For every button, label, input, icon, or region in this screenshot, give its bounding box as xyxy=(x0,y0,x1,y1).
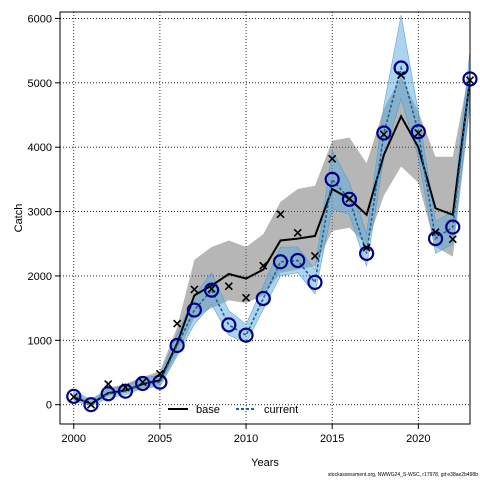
observed-point xyxy=(241,293,251,302)
observed-point-stroke xyxy=(190,285,199,294)
observed-point-stroke xyxy=(276,210,285,219)
footnote: stockassessment.org, NWWG24_S-WSC, r1797… xyxy=(328,472,478,478)
current-point xyxy=(238,327,254,343)
current-point xyxy=(186,302,202,318)
observed-point-stroke xyxy=(345,194,354,203)
y-ticks: 0 1000 2000 3000 4000 5000 6000 xyxy=(28,13,60,412)
observed-point xyxy=(310,251,320,261)
y-tick-label: 2000 xyxy=(28,271,52,283)
current-point xyxy=(135,375,151,392)
confidence-bands xyxy=(73,15,471,407)
y-tick-label: 6000 xyxy=(28,13,52,25)
y-axis-title: Catch xyxy=(13,204,25,233)
x-tick-label: 2000 xyxy=(62,433,86,445)
observed-point xyxy=(69,392,78,402)
base-confidence-band xyxy=(73,66,471,405)
observed-point xyxy=(190,285,199,294)
current-point xyxy=(410,124,426,140)
observed-point-stroke xyxy=(69,392,78,402)
observed-point xyxy=(345,194,354,203)
y-tick-label: 5000 xyxy=(28,78,52,90)
current-confidence-band xyxy=(73,15,471,407)
observed-point-stroke xyxy=(224,282,233,291)
observed-point xyxy=(414,128,423,138)
observed-point xyxy=(379,130,388,139)
current-point xyxy=(152,374,168,390)
current-point xyxy=(221,317,237,333)
observed-point-stroke xyxy=(431,228,440,237)
x-tick-label: 2020 xyxy=(406,433,430,445)
observed-point-stroke xyxy=(362,243,371,252)
current-point xyxy=(255,290,271,307)
legend-base-label: base xyxy=(196,404,220,416)
x-axis-title: Years xyxy=(251,457,279,469)
observed-point xyxy=(293,228,302,237)
legend-current-label: current xyxy=(264,404,298,416)
observed-point xyxy=(86,400,96,409)
observed-point-stroke xyxy=(259,261,268,270)
current-point xyxy=(83,397,99,413)
observed-point-stroke xyxy=(397,71,406,80)
x-tick-label: 2010 xyxy=(234,433,258,445)
observed-point xyxy=(448,235,457,244)
series-points xyxy=(66,60,478,413)
observed-point xyxy=(207,284,216,293)
observed-point-stroke xyxy=(414,128,423,138)
observed-point-stroke xyxy=(104,380,113,389)
x-ticks: 2000 2005 2010 2015 2020 xyxy=(62,424,431,445)
observed-point xyxy=(397,71,406,80)
observed-point xyxy=(224,282,233,291)
current-point xyxy=(376,125,392,141)
current-point xyxy=(307,274,323,290)
current-point xyxy=(445,219,461,235)
observed-point xyxy=(138,378,147,387)
y-tick-label: 0 xyxy=(46,400,52,412)
observed-point-stroke xyxy=(173,319,182,328)
current-point xyxy=(117,383,134,399)
current-point xyxy=(272,254,289,270)
legend: base current xyxy=(168,404,298,416)
observed-point xyxy=(276,210,285,219)
observed-point-stroke xyxy=(379,130,388,139)
observed-point-stroke xyxy=(121,383,130,392)
observed-point xyxy=(121,383,130,392)
observed-point xyxy=(155,369,164,378)
current-point xyxy=(290,252,306,269)
observed-point-stroke xyxy=(86,400,96,409)
current-point xyxy=(203,282,220,298)
plot-frame xyxy=(59,11,471,425)
observed-point xyxy=(362,243,371,252)
current-point xyxy=(324,171,340,187)
observed-point-stroke xyxy=(207,284,216,293)
observed-point xyxy=(173,319,182,328)
observed-point-stroke xyxy=(328,154,337,163)
y-tick-label: 4000 xyxy=(28,142,52,154)
current-point xyxy=(341,191,358,207)
current-point xyxy=(100,386,116,402)
current-point xyxy=(66,388,82,404)
x-tick-label: 2015 xyxy=(320,433,344,445)
y-tick-label: 3000 xyxy=(28,207,52,219)
observed-point-stroke xyxy=(310,251,320,261)
observed-point xyxy=(431,228,440,237)
observed-point xyxy=(259,261,268,270)
observed-point-stroke xyxy=(138,378,147,387)
observed-point xyxy=(328,154,337,163)
observed-point-stroke xyxy=(293,228,302,237)
x-tick-label: 2005 xyxy=(148,433,172,445)
y-tick-label: 1000 xyxy=(28,335,52,347)
current-point xyxy=(169,337,185,354)
observed-point-stroke xyxy=(241,293,251,302)
observed-point-stroke xyxy=(448,235,457,244)
observed-point-stroke xyxy=(155,369,164,378)
observed-point xyxy=(104,380,113,389)
